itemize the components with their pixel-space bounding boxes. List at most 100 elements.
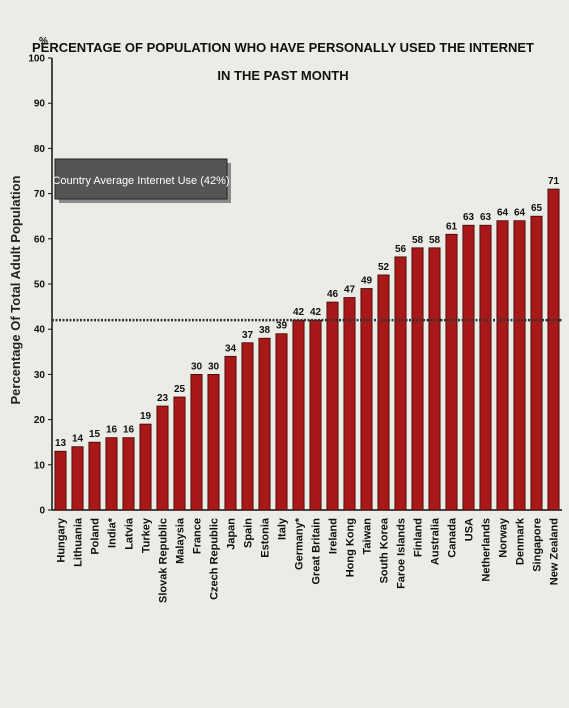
category-label: France [192,518,204,554]
bar [156,405,169,511]
bar [122,437,135,511]
bar-value-label: 34 [225,343,237,354]
category-label: Denmark [515,517,527,565]
bar [445,233,458,511]
category-label: Faroe Islands [396,518,408,589]
chart-title-line2: IN THE PAST MONTH [217,68,348,83]
bar-value-label: 52 [378,262,390,273]
y-tick-label: 70 [34,189,46,200]
category-label: Hungary [56,517,68,563]
bar [275,333,288,511]
y-tick-label: 80 [34,144,46,155]
bar [496,220,509,511]
bar [54,450,67,511]
category-label: Ireland [328,518,340,554]
bar [513,220,526,511]
bar-value-label: 42 [293,307,305,318]
category-label: Estonia [260,517,272,558]
bar [530,215,543,511]
bar-value-label: 39 [276,321,288,332]
bar-value-label: 64 [514,208,526,219]
bar-value-label: 14 [72,434,84,445]
y-tick-label: 10 [34,460,46,471]
legend-box: Country Average Internet Use (42%) [52,158,231,203]
bar-value-label: 16 [106,425,118,436]
bar-value-label: 38 [259,325,271,336]
y-tick-label: 20 [34,415,46,426]
category-label: Taiwan [362,518,374,555]
bar-value-label: 65 [531,203,543,214]
bar-value-label: 30 [208,361,220,372]
legend-text: Country Average Internet Use (42%) [52,175,229,187]
bar [207,373,220,511]
bars [54,188,560,511]
y-tick-label: 0 [39,506,45,517]
category-label: Lithuania [73,517,85,567]
category-label: Great Britain [311,518,323,585]
y-tick-label: 50 [34,280,46,291]
category-label: Malaysia [175,517,187,564]
bar [292,319,305,511]
bar-value-label: 23 [157,393,169,404]
category-label: New Zealand [549,518,561,585]
category-label: Netherlands [481,518,493,582]
category-label: Hong Kong [345,518,357,577]
category-label: Turkey [141,517,153,553]
bar-value-label: 30 [191,361,203,372]
category-label: Singapore [532,518,544,572]
y-tick-label: 30 [34,370,46,381]
bar [411,247,424,511]
y-tick-label: 40 [34,325,46,336]
y-unit-label: % [39,36,48,47]
category-label: South Korea [379,517,391,583]
bar-value-label: 13 [55,438,67,449]
bar [428,247,441,511]
bar [105,437,118,511]
category-label: Latvia [124,517,136,550]
y-axis-label: Percentage Of Total Adult Population [8,175,23,404]
bar-value-label: 25 [174,384,186,395]
bar-value-label: 15 [89,429,101,440]
category-label: Norway [498,517,510,558]
bar-value-label: 71 [548,176,560,187]
bar-value-label: 58 [412,235,424,246]
bar [377,274,390,511]
bar-value-label: 63 [480,212,492,223]
y-tick-label: 90 [34,99,46,110]
bar [173,396,186,511]
category-label: Germany* [294,517,306,570]
category-label: Australia [430,517,442,565]
bar [547,188,560,511]
bar [88,441,101,511]
bar [224,355,237,511]
category-labels: Hungary Lithuania Poland India* Latvia Turkey… [56,517,561,603]
axes: 0 10 20 30 40 50 60 70 80 90 100 [28,54,562,517]
chart-title-line1: PERCENTAGE OF POPULATION WHO HAVE PERSON… [32,40,534,55]
value-labels: 13 14 15 16 16 19 23 25 30 30 34 37 38 39 42 42 46 47 49 52… [55,176,560,449]
bar [343,297,356,511]
category-label: Poland [90,518,102,555]
bar [71,446,84,511]
y-tick-label: 60 [34,234,46,245]
bar-value-label: 46 [327,289,339,300]
legend-box-bg [54,158,228,200]
bar-value-label: 61 [446,221,458,232]
bar-value-label: 16 [123,425,135,436]
category-label: Japan [226,518,238,550]
bar-value-label: 64 [497,208,509,219]
category-label: Slovak Republic [158,518,170,603]
bar-value-label: 47 [344,285,356,296]
bar-value-label: 19 [140,411,152,422]
category-label: Italy [277,517,289,540]
bar [309,319,322,511]
category-label: Spain [243,518,255,548]
category-label: Canada [447,517,459,558]
bar [258,337,271,511]
bar [479,224,492,511]
bar-value-label: 42 [310,307,322,318]
bar-value-label: 63 [463,212,475,223]
bar [241,342,254,511]
bar [394,256,407,511]
